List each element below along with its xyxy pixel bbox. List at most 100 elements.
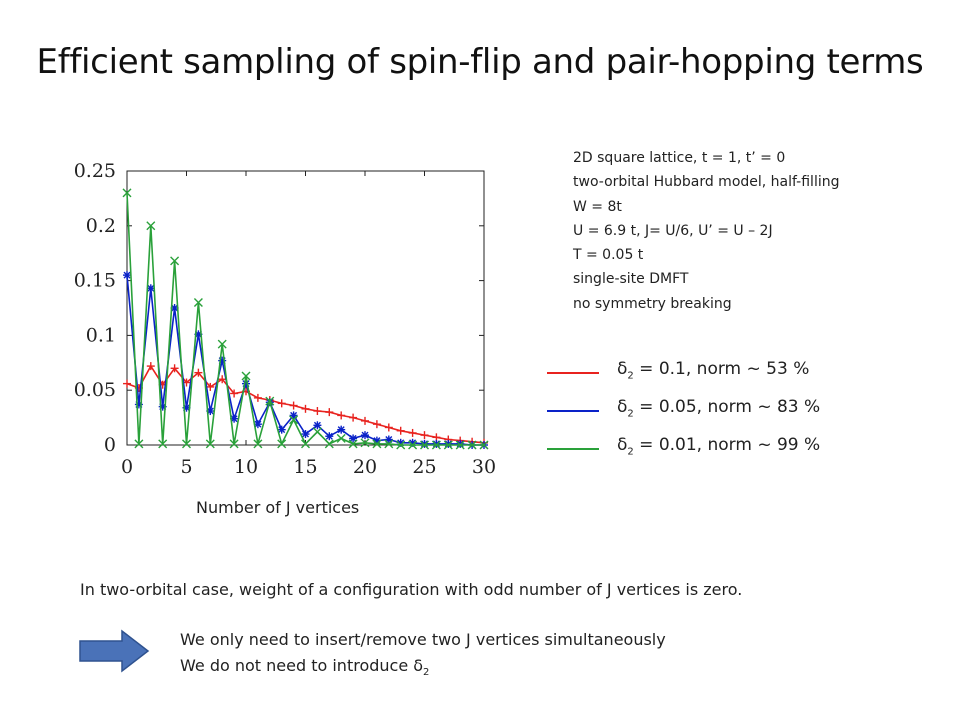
slide-title: Efficient sampling of spin-flip and pair… <box>36 42 924 82</box>
data-point-green <box>241 371 251 381</box>
data-point-red <box>372 420 381 429</box>
x-tick-label: 10 <box>234 456 258 478</box>
data-point-red <box>277 399 286 408</box>
param-bandwidth: W = 8t <box>573 198 622 215</box>
data-point-green <box>301 439 310 449</box>
legend-line-blue <box>547 410 599 412</box>
y-tick-label: 0.25 <box>74 160 116 182</box>
param-method: single-site DMFT <box>573 271 689 288</box>
data-point-green <box>170 256 180 266</box>
data-point-green <box>336 433 346 443</box>
data-point-blue <box>277 425 286 434</box>
y-tick-label: 0 <box>104 434 116 456</box>
data-point-red <box>253 393 262 402</box>
data-point-green <box>122 188 132 198</box>
data-point-green <box>217 339 227 349</box>
data-point-red <box>230 389 239 398</box>
data-point-green <box>205 439 215 449</box>
data-point-red <box>170 364 179 373</box>
x-tick-label: 30 <box>472 456 496 478</box>
data-point-red <box>301 404 310 413</box>
data-point-red <box>146 362 155 371</box>
data-point-blue <box>444 439 453 448</box>
right-arrow-icon <box>79 629 150 673</box>
data-point-green <box>253 439 263 449</box>
data-point-blue <box>123 271 131 280</box>
y-tick-label: 0.15 <box>74 270 116 292</box>
legend-entry-green: δ2 = 0.01, norm ~ 99 % <box>547 432 877 470</box>
parameter-list: 2D square lattice, t = 1, t’ = 0 two-orb… <box>573 146 839 316</box>
legend-label-blue: δ2 = 0.05, norm ~ 83 % <box>617 397 821 420</box>
legend-entry-red: δ2 = 0.1, norm ~ 53 % <box>547 356 877 394</box>
legend-label-green: δ2 = 0.01, norm ~ 99 % <box>617 435 821 458</box>
data-point-red <box>337 411 346 420</box>
x-tick-label: 15 <box>293 456 317 478</box>
param-temperature: T = 0.05 t <box>573 247 644 264</box>
data-point-red <box>396 426 405 435</box>
data-point-green <box>443 440 453 450</box>
legend-line-green <box>547 448 599 450</box>
odd-vertices-note: In two-orbital case, weight of a configu… <box>80 580 743 599</box>
data-point-blue <box>337 425 346 434</box>
data-point-blue <box>301 430 310 439</box>
data-point-green <box>229 439 239 449</box>
data-point-red <box>123 379 131 388</box>
data-point-green <box>384 439 394 449</box>
legend-line-red <box>547 372 599 374</box>
data-point-green <box>265 396 275 406</box>
data-point-blue <box>325 432 334 441</box>
data-point-green <box>348 439 358 449</box>
data-point-green <box>396 440 406 450</box>
data-point-red <box>420 431 429 440</box>
param-model: two-orbital Hubbard model, half-filling <box>573 174 840 191</box>
x-tick-label: 5 <box>180 456 192 478</box>
data-point-red <box>289 401 298 410</box>
conclusion-insert-remove: We only need to insert/remove two J vert… <box>180 630 666 649</box>
data-point-green <box>277 439 287 449</box>
data-point-green <box>158 439 168 449</box>
data-point-green <box>289 415 299 425</box>
x-tick-label: 25 <box>412 456 436 478</box>
param-symmetry: no symmetry breaking <box>573 295 732 312</box>
data-point-red <box>313 407 322 416</box>
data-point-green <box>360 438 370 448</box>
data-point-green <box>420 440 429 450</box>
conclusion-no-delta: We do not need to introduce δ2 <box>180 656 430 679</box>
data-point-red <box>206 382 215 391</box>
data-point-blue <box>420 439 429 448</box>
data-point-green <box>372 439 382 449</box>
conclusion-list: We only need to insert/remove two J vert… <box>180 627 666 686</box>
data-point-blue <box>313 421 322 430</box>
data-point-red <box>325 408 334 417</box>
data-point-red <box>361 416 369 425</box>
data-point-blue <box>242 379 250 388</box>
data-point-green <box>479 440 489 450</box>
data-point-green <box>146 221 156 231</box>
data-point-green <box>182 439 191 449</box>
data-point-blue <box>456 439 465 448</box>
data-point-blue <box>361 431 369 440</box>
data-point-red <box>408 428 417 437</box>
legend: δ2 = 0.1, norm ~ 53 % δ2 = 0.05, norm ~ … <box>547 356 877 470</box>
x-tick-label: 20 <box>353 456 377 478</box>
x-tick-label: 0 <box>121 456 133 478</box>
data-point-blue <box>384 435 393 444</box>
y-tick-label: 0.2 <box>86 215 116 237</box>
param-interaction: U = 6.9 t, J= U/6, U’ = U – 2J <box>573 222 773 239</box>
x-axis-label: Number of J vertices <box>196 498 360 517</box>
plot-frame <box>126 170 485 446</box>
data-point-green <box>431 440 441 450</box>
y-tick-label: 0.1 <box>86 324 116 346</box>
y-tick-label: 0.05 <box>74 379 116 401</box>
data-point-green <box>134 439 144 449</box>
data-point-red <box>194 368 203 377</box>
data-point-red <box>349 413 358 422</box>
legend-label-red: δ2 = 0.1, norm ~ 53 % <box>617 359 810 382</box>
data-point-red <box>218 375 227 384</box>
data-point-green <box>312 427 322 437</box>
data-point-green <box>324 439 334 449</box>
data-point-blue <box>349 434 358 443</box>
data-point-green <box>408 440 418 450</box>
